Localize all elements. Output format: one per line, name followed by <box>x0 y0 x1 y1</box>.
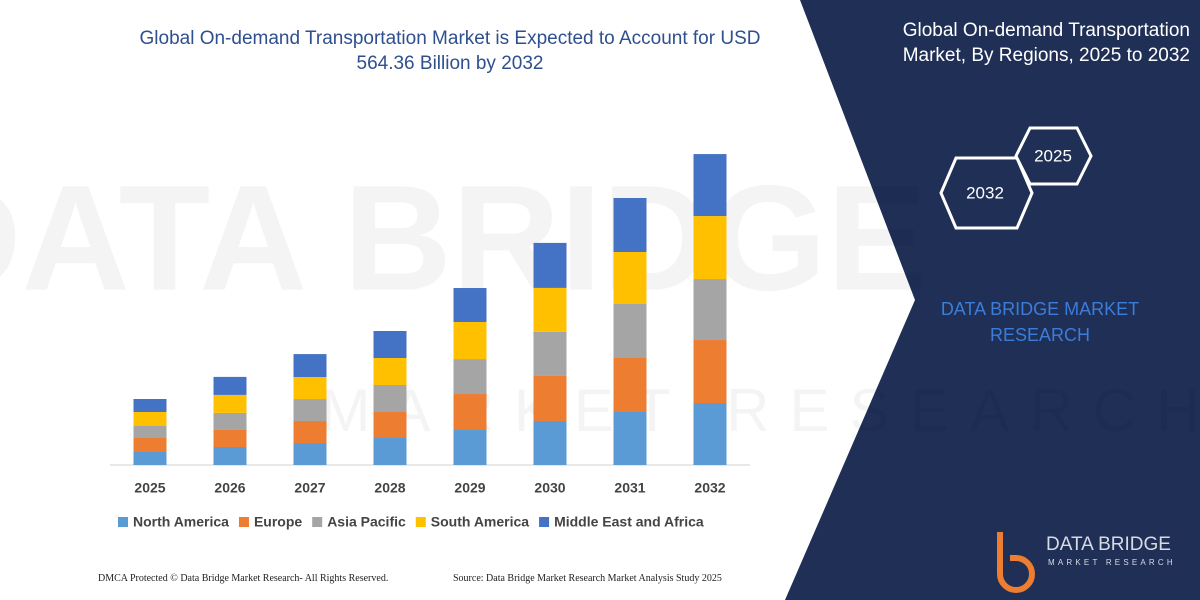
legend-label: Middle East and Africa <box>554 514 704 530</box>
bar-segment <box>533 242 567 288</box>
bar-segment <box>373 330 407 358</box>
legend-label: North America <box>133 514 229 530</box>
x-tick-label: 2030 <box>534 480 565 496</box>
legend-label: South America <box>431 514 529 530</box>
x-tick-label: 2026 <box>214 480 245 496</box>
bar-segment <box>613 251 647 304</box>
hexagon-label: 2025 <box>1034 146 1072 165</box>
bar-segment <box>373 357 407 385</box>
bar-segment <box>213 376 247 395</box>
bar-segment <box>693 340 727 404</box>
chart-title: Global On-demand Transportation Market i… <box>139 28 761 74</box>
bar-segment <box>533 331 567 376</box>
bar-segment <box>693 279 727 341</box>
bar-segment <box>133 438 167 452</box>
bar-segment <box>293 443 327 465</box>
bar-segment <box>133 451 167 465</box>
bar-segment <box>693 154 727 217</box>
bar-segment <box>213 394 247 413</box>
bar-segment <box>373 384 407 412</box>
legend-label: Asia Pacific <box>327 514 406 530</box>
bar-segment <box>293 377 327 400</box>
bar-segment <box>693 216 727 280</box>
side-panel-bg <box>785 0 1200 600</box>
hexagon-label: 2032 <box>966 183 1004 202</box>
logo-name: DATA BRIDGE <box>1046 534 1171 555</box>
legend-label: Europe <box>254 514 302 530</box>
bar-segment <box>133 411 167 426</box>
x-tick-label: 2032 <box>694 480 725 496</box>
bar-segment <box>133 398 167 412</box>
bar-segment <box>133 425 167 439</box>
bar-segment <box>453 322 487 360</box>
bar-segment <box>373 411 407 439</box>
bar-segment <box>453 359 487 395</box>
bar-segment <box>533 287 567 332</box>
hexagon <box>1014 126 1093 186</box>
footer-right: Source: Data Bridge Market Research Mark… <box>453 573 722 584</box>
legend-swatch <box>238 517 249 527</box>
x-tick-label: 2028 <box>374 480 405 496</box>
side-title: Global On-demand Transportation Market, … <box>902 20 1190 66</box>
x-tick-label: 2025 <box>134 480 165 496</box>
bar-segment <box>213 446 247 465</box>
logo-tagline: MARKET RESEARCH <box>1048 558 1176 567</box>
brand: DATA BRIDGE MARKET RESEARCH <box>940 299 1140 345</box>
footer-left: DMCA Protected © Data Bridge Market Rese… <box>98 573 389 584</box>
bar-segment <box>533 420 567 465</box>
bar-segment <box>293 399 327 422</box>
bar-segment <box>693 403 727 465</box>
bar-segment <box>453 394 487 431</box>
legend-swatch <box>312 517 323 527</box>
bar-segment <box>293 354 327 378</box>
x-tick-label: 2027 <box>294 480 325 496</box>
bar-segment <box>613 197 647 252</box>
bar-segment <box>613 411 647 465</box>
legend-swatch <box>415 517 426 527</box>
bar-segment <box>453 430 487 465</box>
x-tick-label: 2031 <box>614 480 645 496</box>
bar-segment <box>213 412 247 430</box>
bar-segment <box>613 357 647 412</box>
bar-segment <box>213 429 247 447</box>
legend-swatch <box>539 517 550 527</box>
bar-segment <box>453 288 487 323</box>
watermark: MARKET RESEARCH <box>320 377 1200 444</box>
bar-segment <box>373 438 407 465</box>
legend-swatch <box>118 517 128 527</box>
bar-segment <box>533 375 567 421</box>
x-tick-label: 2029 <box>454 480 485 496</box>
bar-segment <box>613 303 647 358</box>
bar-segment <box>293 421 327 444</box>
logo-icon <box>997 532 1035 593</box>
